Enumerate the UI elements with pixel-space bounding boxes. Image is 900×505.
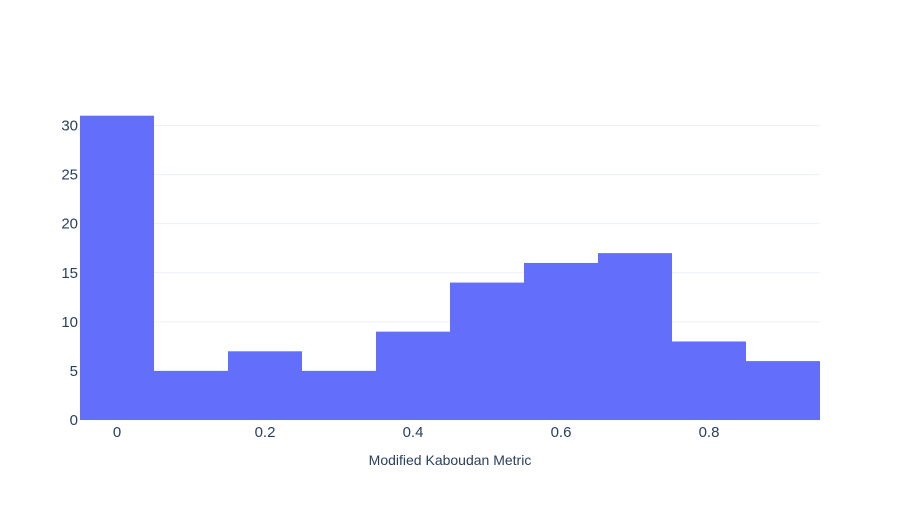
- histogram-bar[interactable]: [746, 361, 820, 420]
- x-tick-label: 0: [113, 424, 121, 441]
- y-tick-label: 0: [70, 412, 78, 429]
- histogram-bar[interactable]: [598, 253, 672, 420]
- histogram-bar[interactable]: [376, 331, 450, 420]
- histogram-bar[interactable]: [154, 370, 228, 420]
- x-axis-ticks: 0 0.2 0.4 0.6 0.8: [113, 424, 720, 441]
- x-axis-title: Modified Kaboudan Metric: [369, 452, 532, 468]
- histogram-bar[interactable]: [450, 282, 524, 420]
- histogram-bar[interactable]: [672, 341, 746, 420]
- y-tick-label: 25: [61, 167, 78, 184]
- histogram-bar[interactable]: [80, 115, 154, 421]
- y-tick-label: 30: [61, 118, 78, 135]
- y-tick-label: 15: [61, 265, 78, 282]
- y-tick-label: 20: [61, 216, 78, 233]
- y-tick-label: 10: [61, 314, 78, 331]
- histogram-bar[interactable]: [302, 370, 376, 420]
- x-tick-label: 0.4: [403, 424, 424, 441]
- x-tick-label: 0.6: [551, 424, 572, 441]
- x-tick-label: 0.8: [699, 424, 720, 441]
- bars: [80, 115, 820, 421]
- x-tick-label: 0.2: [255, 424, 276, 441]
- histogram-bar[interactable]: [524, 262, 598, 420]
- y-tick-label: 5: [70, 363, 78, 380]
- y-axis-ticks: 0 5 10 15 20 25 30: [61, 118, 78, 429]
- histogram-bar[interactable]: [228, 351, 302, 420]
